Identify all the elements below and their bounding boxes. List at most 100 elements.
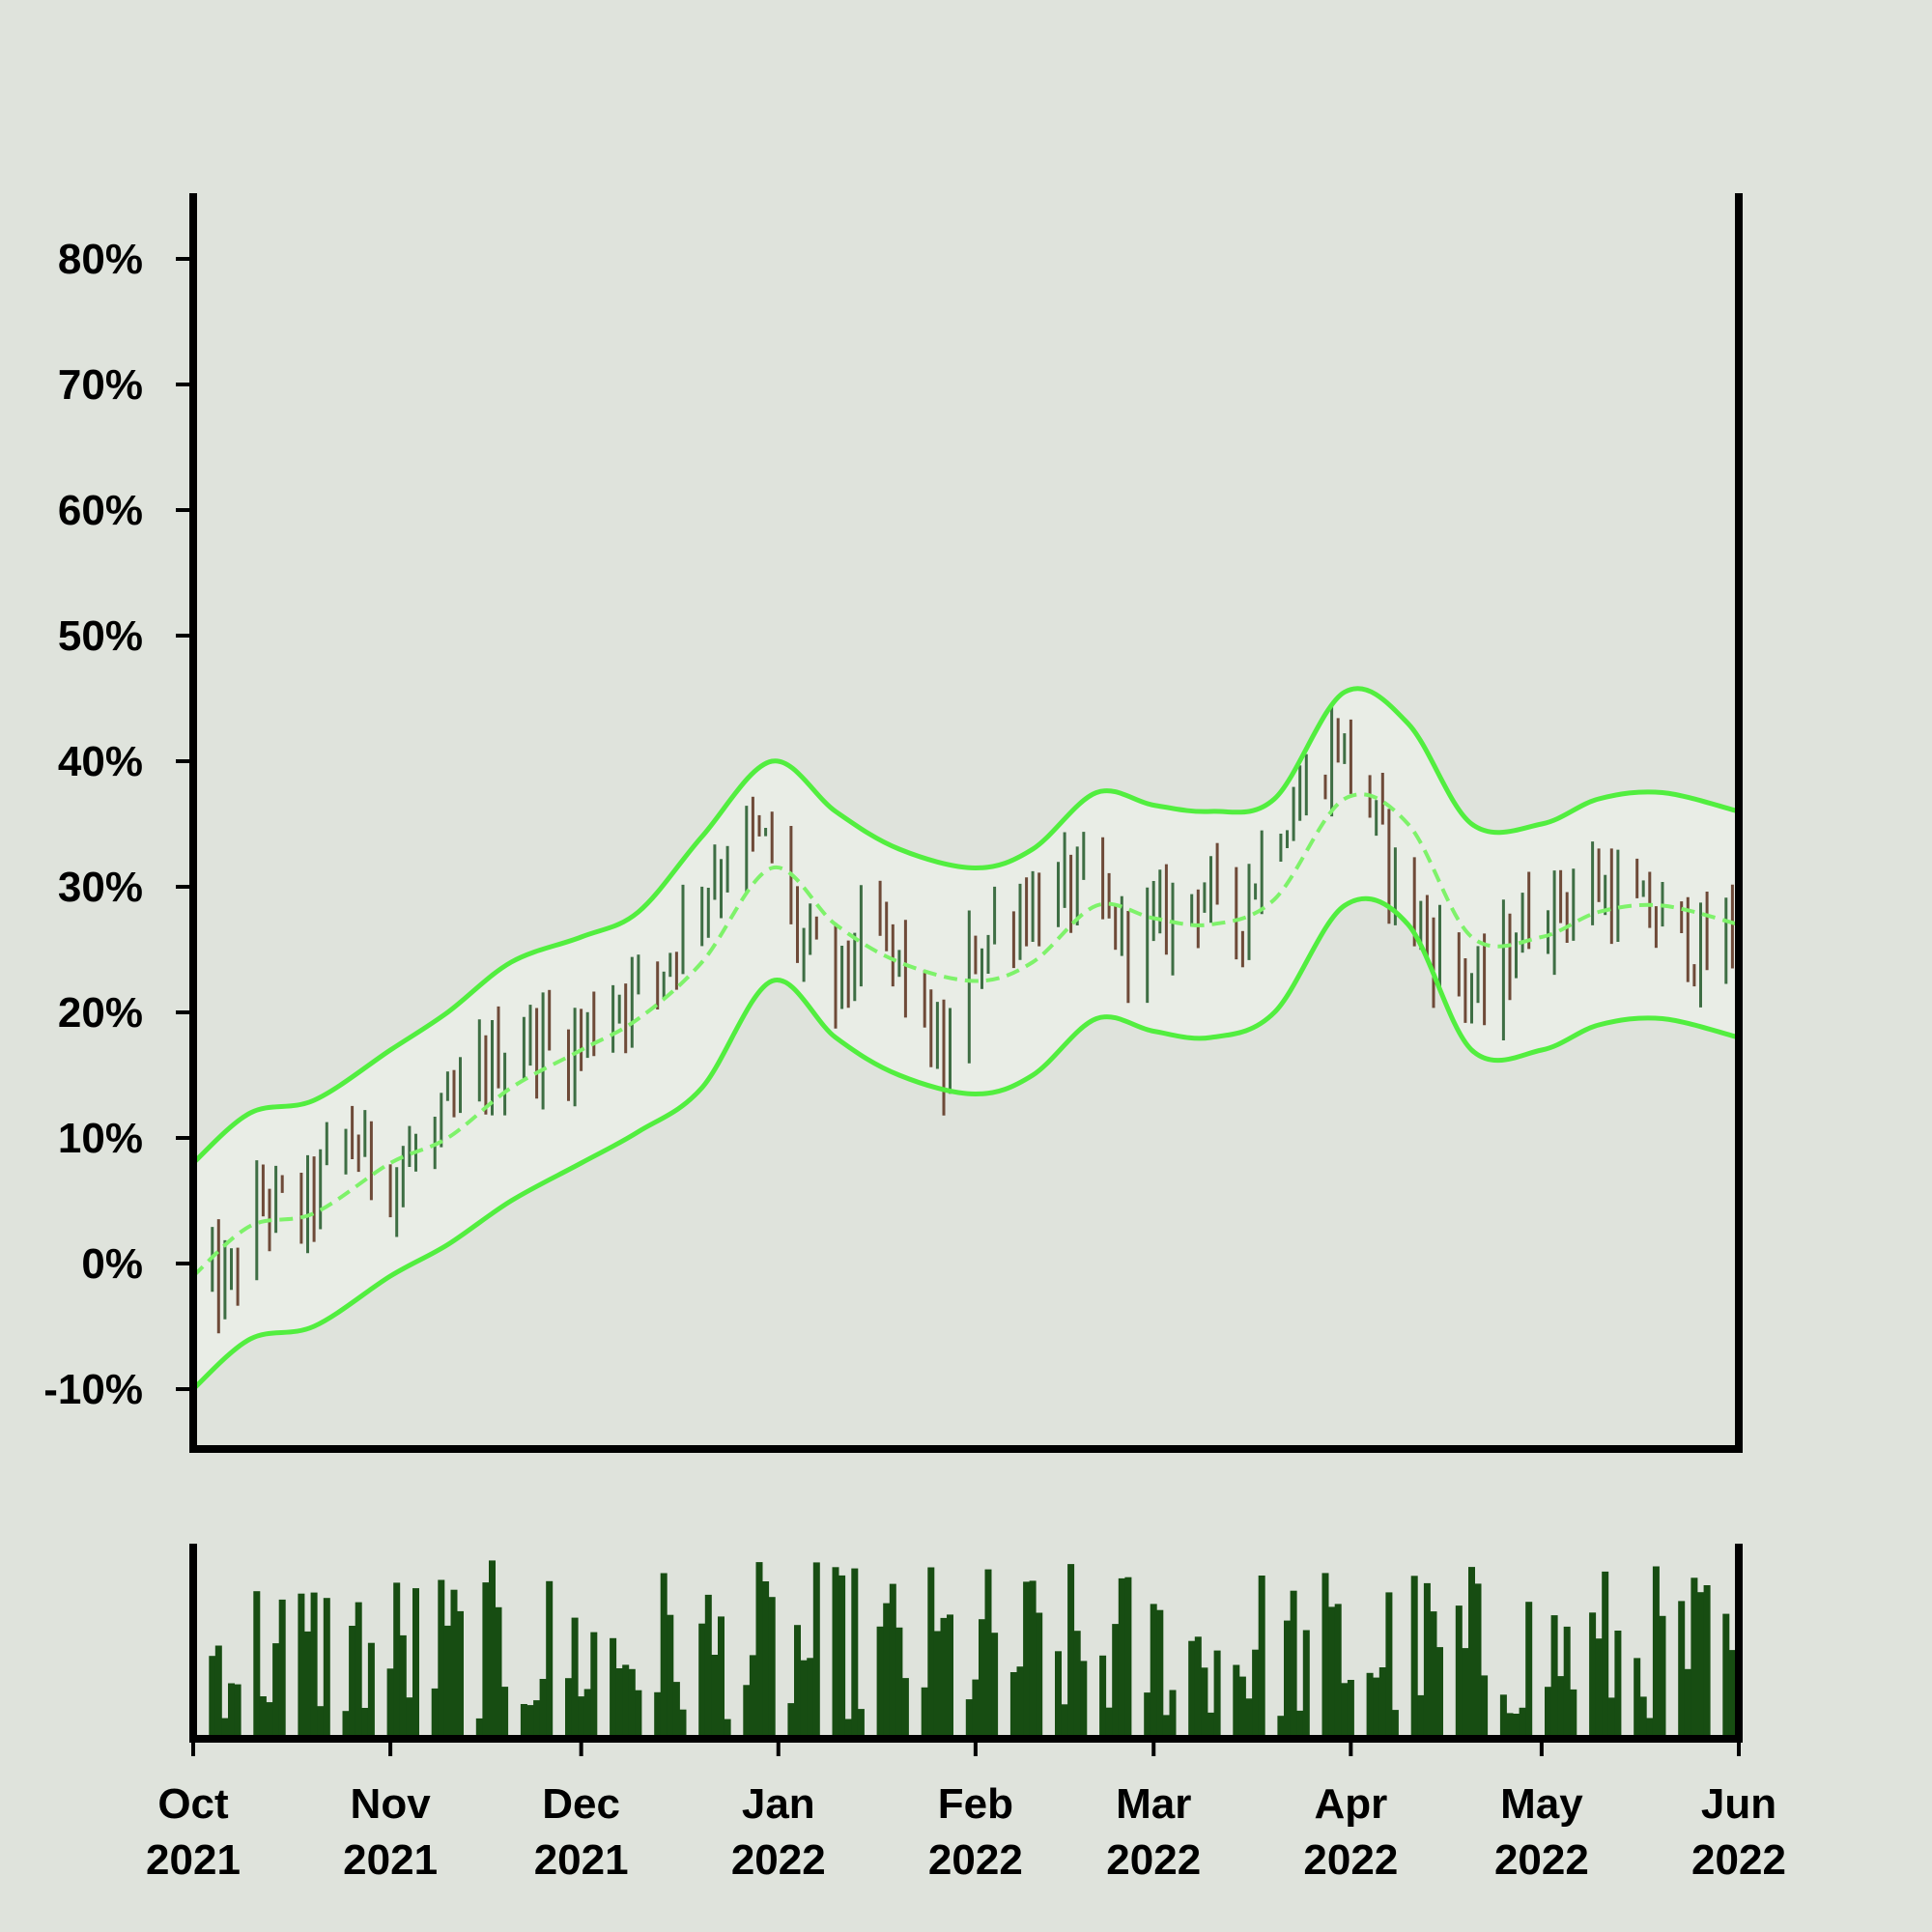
volume-bar [895,1627,903,1739]
volume-bar [768,1597,776,1739]
volume-bar [615,1668,623,1739]
ytick-label: 80% [58,236,143,283]
volume-bar [1728,1650,1736,1739]
volume-bar [475,1718,483,1739]
volume-bar [883,1603,891,1739]
ytick-label: 30% [58,864,143,911]
volume-bar [1073,1631,1081,1739]
volume-bar [1334,1604,1342,1739]
volume-bar [1144,1692,1151,1739]
xtick-label-month: Nov [351,1780,432,1828]
volume-bar [1341,1683,1349,1739]
xtick-label-month: Jun [1701,1780,1776,1828]
volume-bar [1213,1650,1221,1739]
price-panel [191,686,1741,1391]
volume-bar [1634,1658,1641,1739]
volume-bar [259,1696,267,1739]
xtick-label-year: 2022 [928,1836,1023,1884]
volume-bar [209,1656,216,1739]
volume-bar [1016,1666,1024,1739]
volume-bar [857,1709,865,1739]
volume-bar [501,1687,509,1739]
ytick-label: 40% [58,738,143,785]
volume-bar [1201,1667,1208,1739]
volume-bar [1118,1577,1125,1739]
volume-bar [1105,1707,1113,1739]
volume-bar [1646,1718,1654,1739]
ytick-label: 0% [81,1240,143,1288]
bollinger-upper-line [191,686,1740,1165]
xtick-label-year: 2021 [343,1836,438,1884]
volume-bar [386,1668,394,1739]
volume-bar [704,1594,712,1739]
volume-bar [1080,1661,1088,1739]
volume-bar [590,1632,598,1739]
volume-bar [965,1699,973,1739]
xtick-label-year: 2022 [1106,1836,1201,1884]
volume-bar [457,1610,464,1739]
volume-bar [221,1718,229,1739]
xtick-label-year: 2022 [1691,1836,1786,1884]
xtick-label-month: Dec [542,1780,620,1828]
volume-bar [367,1642,375,1739]
volume-bar [1162,1715,1170,1739]
ytick-label: -10% [43,1366,143,1413]
volume-bar [1252,1649,1260,1739]
volume-bar [578,1696,585,1739]
volume-bar [533,1700,541,1739]
xtick-label-year: 2021 [534,1836,629,1884]
volume-bar [1557,1676,1565,1739]
volume-bar [1385,1592,1393,1739]
volume-bar [438,1579,445,1739]
volume-bar [844,1719,852,1739]
ytick-label: 10% [58,1115,143,1162]
volume-bar [1468,1567,1475,1739]
volume-bar [1602,1571,1609,1739]
volume-bar [628,1668,636,1739]
bollinger-band-fill [193,688,1739,1389]
volume-bar [1169,1690,1177,1739]
xtick-label-year: 2022 [1303,1836,1398,1884]
volume-bar [1462,1648,1469,1739]
volume-bar [635,1690,642,1739]
volume-bar [762,1581,770,1739]
ytick-label: 20% [58,989,143,1037]
volume-bar [1036,1612,1043,1739]
volume-bar [1436,1647,1443,1739]
volume-bar [1150,1604,1157,1739]
volume-bar [1684,1668,1691,1739]
xtick-label-month: Apr [1314,1780,1387,1828]
volume-bar [667,1614,674,1739]
volume-bar [1277,1716,1285,1739]
volume-bar [1009,1672,1017,1739]
volume-bar [1697,1592,1704,1739]
volume-bar [1589,1612,1597,1739]
volume-bar [984,1569,992,1739]
volume-bar [1563,1626,1571,1739]
volume-bar [214,1645,222,1739]
volume-bar [1023,1581,1031,1739]
volume-bar [1347,1680,1354,1739]
volume-bar [610,1637,617,1739]
xtick-label-year: 2021 [146,1836,241,1884]
volume-bar [406,1697,413,1739]
volume-bar [1233,1664,1240,1739]
volume-bar [743,1685,751,1739]
volume-bar [889,1583,896,1739]
volume-bar [565,1678,572,1739]
volume-bar [1430,1611,1437,1739]
volume-bar [1328,1606,1336,1739]
bollinger-middle-line [191,792,1740,1278]
volume-bar [1550,1615,1558,1739]
volume-bar [1124,1577,1132,1739]
volume-bar [482,1582,490,1739]
volume-bar [495,1606,502,1739]
volume-bar [1410,1576,1418,1739]
volume-bar [1378,1667,1386,1739]
volume-bar [698,1623,706,1739]
volume-bar [1525,1602,1533,1739]
volume-bar [1194,1636,1202,1739]
volume-panel [189,1560,1743,1739]
volume-bar [622,1664,630,1739]
